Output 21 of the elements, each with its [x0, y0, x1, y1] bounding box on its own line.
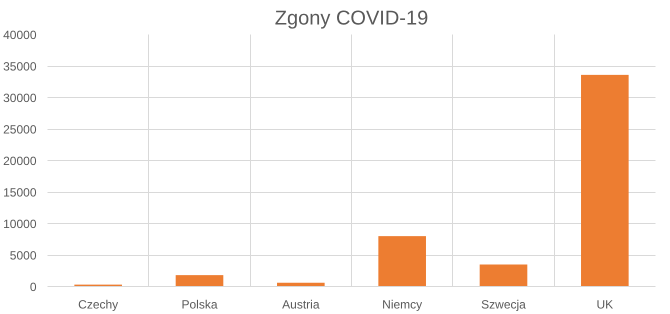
- y-tick-label: 25000: [3, 122, 37, 136]
- x-tick-label: Czechy: [78, 298, 118, 312]
- y-tick-label: 10000: [3, 217, 37, 231]
- x-tick-label: UK: [596, 298, 614, 312]
- x-tick-label: Polska: [181, 298, 218, 312]
- x-tick-label: Niemcy: [382, 298, 422, 312]
- bar: [581, 74, 629, 286]
- x-tick-label: Szwecja: [481, 298, 526, 312]
- x-tick-label: Austria: [282, 298, 320, 312]
- chart-title: Zgony COVID-19: [274, 8, 428, 30]
- y-tick-label: 5000: [10, 248, 37, 262]
- y-tick-label: 35000: [3, 60, 37, 74]
- y-tick-label: 30000: [3, 91, 37, 105]
- y-tick-label: 40000: [3, 28, 37, 42]
- y-tick-label: 20000: [3, 154, 37, 168]
- bar: [277, 282, 325, 286]
- y-tick-label: 15000: [3, 186, 37, 200]
- bar: [378, 236, 426, 286]
- bar: [480, 264, 528, 286]
- bar: [176, 275, 224, 286]
- y-tick-label: 0: [30, 280, 37, 294]
